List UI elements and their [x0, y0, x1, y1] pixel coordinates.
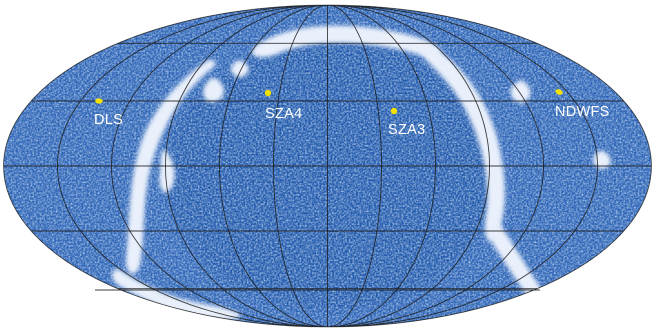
ndwfs-label: NDWFS [555, 104, 610, 120]
field-sza4: SZA4 [264, 89, 302, 122]
map-boundary [3, 4, 652, 328]
dls-label: DLS [94, 112, 123, 128]
field-ndwfs: NDWFS [555, 89, 610, 120]
dls-marker [95, 98, 103, 104]
graticule-parallels [3, 42, 652, 290]
sza4-marker [264, 89, 272, 97]
ndwfs-marker [555, 89, 563, 95]
sza4-label: SZA4 [265, 106, 302, 122]
loop-emission [112, 25, 611, 320]
sza3-marker [390, 107, 398, 115]
field-sza3: SZA3 [388, 107, 425, 138]
field-dls: DLS [94, 98, 123, 128]
graticule [3, 5, 652, 327]
sza3-label: SZA3 [388, 122, 425, 138]
